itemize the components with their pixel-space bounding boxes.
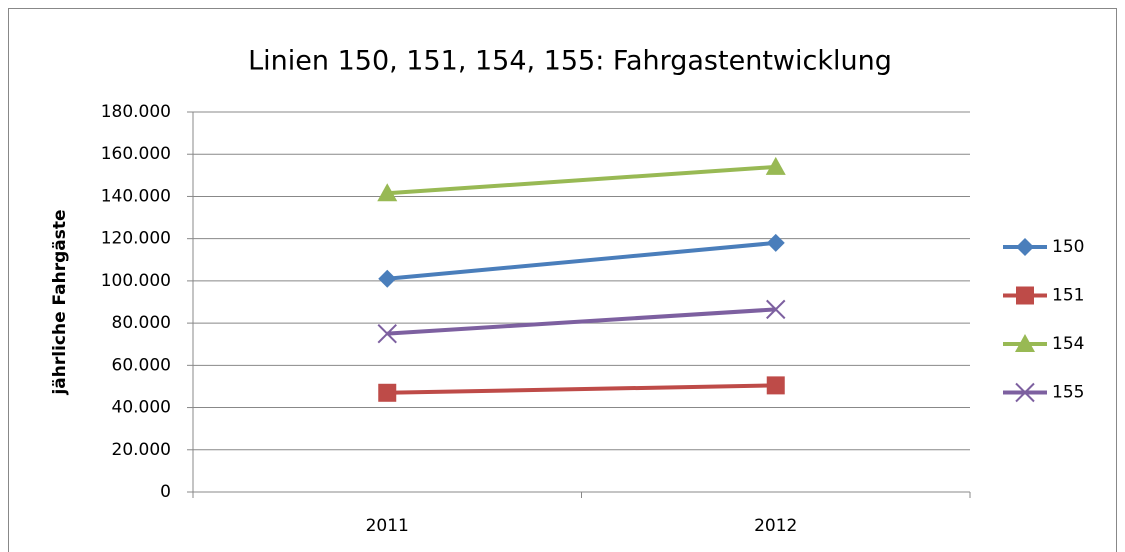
legend-label: 151 xyxy=(1052,286,1084,306)
data-point xyxy=(765,156,786,175)
data-point xyxy=(377,323,397,344)
data-point xyxy=(377,183,398,202)
chart-title: Linien 150, 151, 154, 155: Fahrgastentwi… xyxy=(248,46,892,77)
y-tick-label: 120.000 xyxy=(101,229,171,249)
legend-label: 155 xyxy=(1052,383,1084,403)
data-point xyxy=(378,269,397,288)
y-tick-label: 20.000 xyxy=(112,440,171,460)
data-point xyxy=(766,233,785,252)
y-axis-label: jährliche Fahrgäste xyxy=(50,209,70,395)
y-tick-label: 80.000 xyxy=(112,313,171,333)
chart-frame xyxy=(8,8,1117,552)
data-point xyxy=(766,376,785,395)
series-line xyxy=(387,307,776,336)
series-line xyxy=(387,164,776,196)
y-tick-label: 180.000 xyxy=(101,102,171,122)
y-tick-label: 0 xyxy=(160,482,171,502)
y-tick-label: 160.000 xyxy=(101,144,171,164)
legend-label: 150 xyxy=(1052,237,1084,257)
legend-marker xyxy=(1015,382,1035,403)
data-point xyxy=(378,383,397,402)
x-tick-label: 2011 xyxy=(366,516,409,536)
data-point xyxy=(766,299,786,320)
x-tick-label: 2012 xyxy=(754,516,797,536)
legend-marker xyxy=(1015,334,1035,352)
legend-marker xyxy=(1016,286,1034,305)
series-line xyxy=(387,383,776,395)
legend-marker xyxy=(1016,238,1034,256)
y-tick-label: 40.000 xyxy=(112,398,171,418)
legend-label: 154 xyxy=(1052,334,1084,354)
y-tick-label: 140.000 xyxy=(101,186,171,206)
y-tick-label: 60.000 xyxy=(112,355,171,375)
series-line xyxy=(387,240,776,281)
y-tick-label: 100.000 xyxy=(101,271,171,291)
